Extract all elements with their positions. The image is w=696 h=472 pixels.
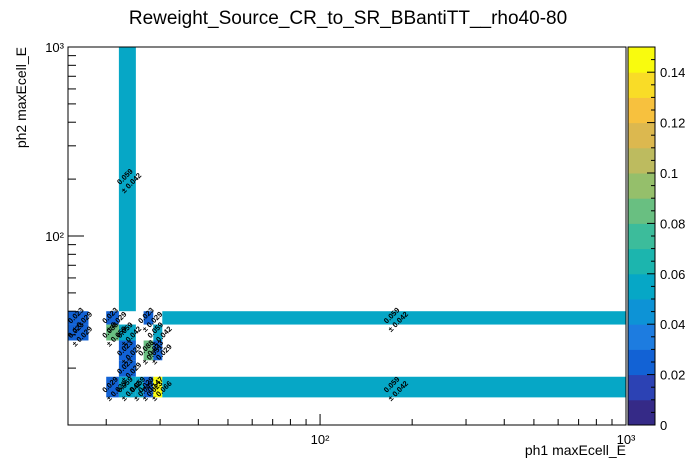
heatmap-cell [118,340,136,361]
heatmap-cell [135,376,144,398]
colorbar-segment [628,273,655,300]
colorbar-tick-label: 0.08 [660,216,685,231]
colorbar-segment [628,72,655,98]
colorbar-segment [628,122,655,149]
heatmap-cell [143,376,154,398]
heatmap-cell [106,311,119,325]
chart-title: Reweight_Source_CR_to_SR_BBantiTT__rho40… [129,8,567,29]
y-axis-ticks: 10² 10³ [45,40,84,426]
colorbar-segment [628,374,655,401]
x-tick-label: 10² [311,432,330,447]
colorbar-segment [628,173,655,199]
heatmap-cell [118,360,136,377]
colorbar-segment [628,223,655,250]
y-axis-label: ph2 maxEcell_E [13,47,29,148]
heatmap-cell [153,324,163,341]
heatmap-cell [143,340,154,361]
heatmap-cell [162,311,626,325]
colorbar-tick-label: 0 [660,418,667,433]
heatmap-cell [118,324,136,341]
heatmap-cell [106,376,119,398]
colorbar-segment [628,299,655,325]
colorbar-segment [628,198,655,224]
colorbar-segment [628,97,655,124]
heatmap-cell [143,311,154,325]
colorbar-tick-label: 0.1 [660,166,678,181]
colorbar-tick-label: 0.12 [660,116,685,131]
colorbar-segment [628,147,655,174]
cell-label: 0.059± 0.042 [115,167,143,195]
colorbar: 0 0.02 0.04 0.06 0.08 0.1 0.12 0.14 [627,46,685,433]
heatmap-cell [106,324,119,341]
x-axis-label: ph1 maxEcell_E [525,442,626,458]
heatmap-cell [68,311,89,325]
colorbar-segment [628,248,655,275]
colorbar-segment [628,349,655,376]
heatmap-cell [118,376,136,398]
colorbar-segment [628,47,655,73]
heatmap-cell [162,376,626,398]
y-tick-label: 10² [45,229,64,244]
x-axis-ticks: 10² 10³ [105,414,636,447]
colorbar-segment [628,324,655,350]
colorbar-tick-label: 0.02 [660,368,685,383]
heatmap-cell [153,340,163,361]
x-tick-label: 10³ [617,432,636,447]
plot-frame [67,46,627,426]
heatmap-cell [153,376,163,398]
heatmap-cell [68,324,89,341]
colorbar-tick-label: 0.04 [660,317,685,332]
y-tick-label: 10³ [45,40,64,55]
heatmap-cell [118,47,136,312]
cell-label: 0.059± 0.042 [382,306,410,334]
colorbar-tick-label: 0.06 [660,267,685,282]
colorbar-segment [628,399,655,426]
colorbar-tick-label: 0.14 [660,65,685,80]
